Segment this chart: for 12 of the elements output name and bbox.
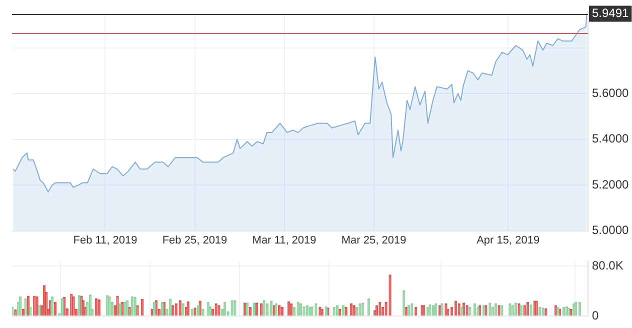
x-tick-label: Mar 25, 2019 [341, 234, 406, 246]
x-tick-label: Mar 11, 2019 [252, 234, 316, 246]
ref-line-label: 5.9491 [592, 6, 630, 20]
y-tick-label: 80.0K [592, 258, 624, 272]
y-tick-label: 5.4000 [592, 132, 630, 146]
y-tick-label: 5.2000 [592, 177, 630, 192]
x-tick-label: Feb 25, 2019 [162, 234, 228, 246]
y-tick-label: 5.0000 [592, 223, 630, 238]
y-tick-label: 0 [592, 308, 599, 322]
y-tick-label: 5.6000 [592, 86, 630, 100]
x-tick-label: Feb 11, 2019 [73, 234, 138, 246]
x-tick-label: Apr 15, 2019 [476, 234, 540, 246]
